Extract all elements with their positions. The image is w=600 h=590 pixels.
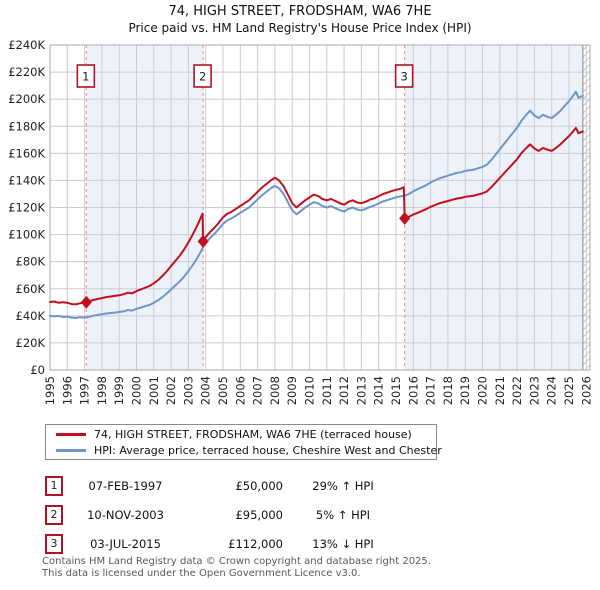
table-row: 3 03-JUL-2015 £112,000 13% ↓ HPI (45, 529, 445, 558)
transaction-2-date: 10-NOV-2003 (87, 507, 164, 522)
transaction-2-badge: 2 (45, 504, 63, 525)
x-axis-tick-label: 2015 (389, 376, 403, 405)
y-axis-tick-label: £220K (8, 65, 45, 79)
x-axis-tick-label: 1998 (95, 376, 109, 405)
transaction-2-price: £95,000 (235, 507, 283, 522)
title-block: 74, HIGH STREET, FRODSHAM, WA6 7HE Price… (0, 3, 600, 36)
footer-line-1: Contains HM Land Registry data © Crown c… (42, 556, 431, 567)
x-axis-tick-label: 2005 (216, 376, 230, 405)
x-axis-tick-label: 2021 (493, 376, 507, 405)
y-axis-tick-label: £40K (16, 309, 46, 323)
page-subtitle: Price paid vs. HM Land Registry's House … (128, 21, 472, 35)
x-axis-tick-label: 2003 (181, 376, 195, 405)
legend-label-price-paid: 74, HIGH STREET, FRODSHAM, WA6 7HE (terr… (94, 427, 412, 441)
x-axis-tick-label: 1997 (78, 376, 92, 405)
legend-row-price-paid: 74, HIGH STREET, FRODSHAM, WA6 7HE (terr… (46, 428, 436, 441)
transactions-table: 1 07-FEB-1997 £50,000 29% ↑ HPI 2 10-NOV… (45, 471, 445, 558)
legend-label-hpi: HPI: Average price, terraced house, Ches… (94, 443, 442, 457)
x-axis-tick-label: 2024 (545, 376, 559, 405)
y-axis-tick-label: £20K (16, 336, 46, 350)
x-axis-tick-label: 2018 (441, 376, 455, 405)
footer-line-2: This data is licensed under the Open Gov… (42, 568, 361, 579)
x-axis-tick-label: 2010 (303, 376, 317, 405)
y-axis-tick-label: £80K (16, 255, 46, 269)
sale-point-marker (197, 234, 209, 248)
transaction-1-badge: 1 (45, 475, 63, 496)
transaction-3-date: 03-JUL-2015 (90, 536, 161, 551)
price-chart-svg: 1 2 3 £0 £20K £40K £60K £80K £100K £120K £140K £160… (8, 38, 593, 405)
license-footer: Contains HM Land Registry data © Crown c… (42, 556, 582, 580)
x-axis-tick-label: 2016 (406, 376, 420, 405)
x-axis-tick-label: 2019 (458, 376, 472, 405)
transaction-1-price: £50,000 (235, 478, 283, 493)
y-axis-tick-label: £60K (16, 282, 46, 296)
transaction-3-badge: 3 (45, 533, 63, 554)
sale-point-marker (399, 211, 411, 225)
price-paid-line (49, 126, 584, 306)
transaction-1-hpi-change: 29% ↑ HPI (312, 478, 374, 493)
y-axis-tick-label: £120K (8, 201, 45, 215)
x-axis-tick-label: 2017 (424, 376, 438, 405)
transaction-2-hpi-change: 5% ↑ HPI (315, 507, 371, 522)
table-row: 2 10-NOV-2003 £95,000 5% ↑ HPI (45, 500, 445, 529)
y-axis-tick-label: £0 (30, 363, 45, 377)
x-axis-tick-label: 2022 (510, 376, 524, 405)
x-axis-tick-label: 1996 (60, 376, 74, 405)
x-axis-tick-label: 2002 (164, 376, 178, 405)
x-axis-tick-label: 2013 (354, 376, 368, 405)
legend-row-hpi: HPI: Average price, terraced house, Ches… (46, 444, 442, 457)
x-axis-tick-label: 2012 (337, 376, 351, 405)
x-axis-tick-label: 2009 (285, 376, 299, 405)
x-axis-tick-label: 2023 (527, 376, 541, 405)
x-axis-tick-label: 2006 (233, 376, 247, 405)
y-axis-tick-label: £240K (8, 38, 45, 52)
x-axis-tick-label: 2025 (562, 376, 576, 405)
y-axis-tick-label: £200K (8, 92, 45, 106)
x-axis-tick-label: 2001 (147, 376, 161, 405)
x-axis-tick-label: 2011 (320, 376, 334, 405)
transaction-1-date: 07-FEB-1997 (88, 478, 163, 493)
sale-marker-number: 2 (199, 70, 206, 84)
sale-marker-badge (394, 64, 414, 88)
x-axis-tick-label: 2004 (199, 376, 213, 405)
sale-marker-number: 3 (400, 70, 407, 84)
table-row: 1 07-FEB-1997 £50,000 29% ↑ HPI (45, 471, 445, 500)
transaction-3-hpi-change: 13% ↓ HPI (312, 536, 374, 551)
sale-marker-badge (76, 64, 96, 88)
transaction-3-price: £112,000 (228, 536, 283, 551)
price-chart: 1 2 3 £0 £20K £40K £60K £80K £100K £120K £140K £160… (0, 38, 600, 420)
sale-marker-number: 1 (82, 70, 89, 84)
hpi-line-swatch (56, 448, 86, 452)
x-axis-tick-label: 1999 (112, 376, 126, 405)
page-title: 74, HIGH STREET, FRODSHAM, WA6 7HE (168, 4, 432, 19)
y-axis-tick-label: £140K (8, 173, 45, 187)
x-axis-tick-label: 2020 (476, 376, 490, 405)
y-axis-tick-label: £160K (8, 146, 45, 160)
x-axis-tick-label: 2026 (579, 376, 593, 405)
sale-point-marker (80, 295, 92, 309)
x-axis-tick-label: 2000 (130, 376, 144, 405)
x-axis-tick-label: 2014 (372, 376, 386, 405)
price-paid-line-swatch (56, 432, 86, 436)
hpi-line (49, 90, 584, 319)
x-axis-tick-label: 2008 (268, 376, 282, 405)
x-axis-tick-label: 2007 (251, 376, 265, 405)
x-axis-tick-label: 1995 (43, 376, 57, 405)
sale-marker-badge (193, 64, 212, 88)
y-axis-tick-label: £180K (8, 119, 45, 133)
y-axis-tick-label: £100K (8, 228, 45, 242)
chart-legend: 74, HIGH STREET, FRODSHAM, WA6 7HE (terr… (45, 424, 442, 460)
plot-border (49, 44, 591, 371)
